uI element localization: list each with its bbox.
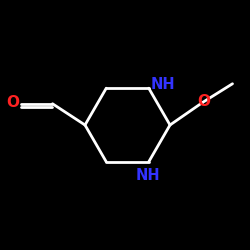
Text: O: O bbox=[197, 94, 210, 109]
Text: O: O bbox=[6, 95, 19, 110]
Text: NH: NH bbox=[135, 168, 160, 183]
Text: NH: NH bbox=[150, 77, 175, 92]
